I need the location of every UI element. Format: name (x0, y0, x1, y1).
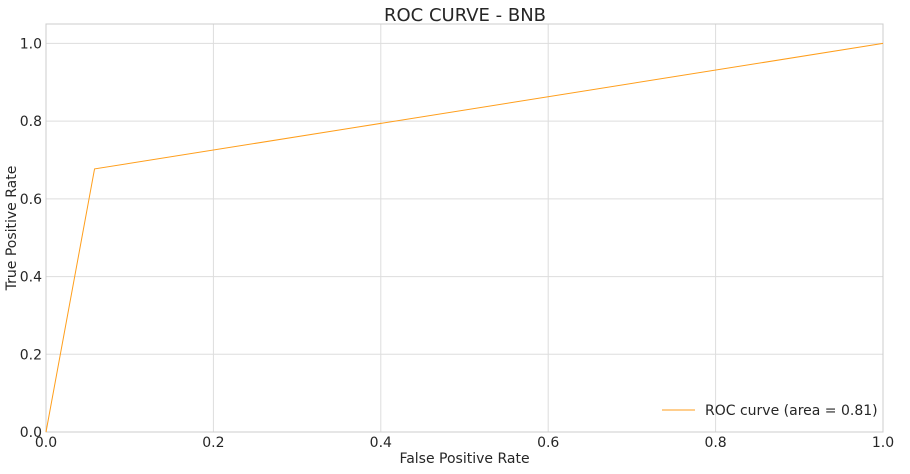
plot-area (45, 23, 884, 433)
y-tick-label: 0.8 (20, 114, 42, 130)
x-tick-label: 0.0 (35, 435, 57, 451)
x-tick-label: 0.4 (370, 435, 392, 451)
y-tick-label: 0.2 (20, 347, 42, 363)
y-axis-label: True Positive Rate (4, 166, 20, 292)
legend: ROC curve (area = 0.81) (662, 403, 878, 419)
x-tick-label: 0.2 (202, 435, 224, 451)
x-tick-label: 1.0 (872, 435, 894, 451)
y-tick-label: 0.0 (20, 425, 42, 441)
x-axis-label: False Positive Rate (399, 451, 529, 467)
y-tick-label: 0.4 (20, 270, 42, 286)
x-tick-label: 0.8 (704, 435, 726, 451)
roc-curve-line (45, 42, 884, 433)
y-tick-label: 1.0 (20, 36, 42, 52)
x-tick-label: 0.6 (537, 435, 559, 451)
grid (45, 24, 884, 433)
y-tick-label: 0.6 (20, 192, 42, 208)
axis-ticks: 0.0 0.2 0.4 0.6 0.8 1.0 0.0 0.2 0.4 0.6 0.8 1.0 (20, 36, 894, 451)
legend-label: ROC curve (area = 0.81) (705, 403, 878, 419)
series-layer (45, 42, 884, 433)
chart-title: ROC CURVE - BNB (384, 5, 546, 26)
